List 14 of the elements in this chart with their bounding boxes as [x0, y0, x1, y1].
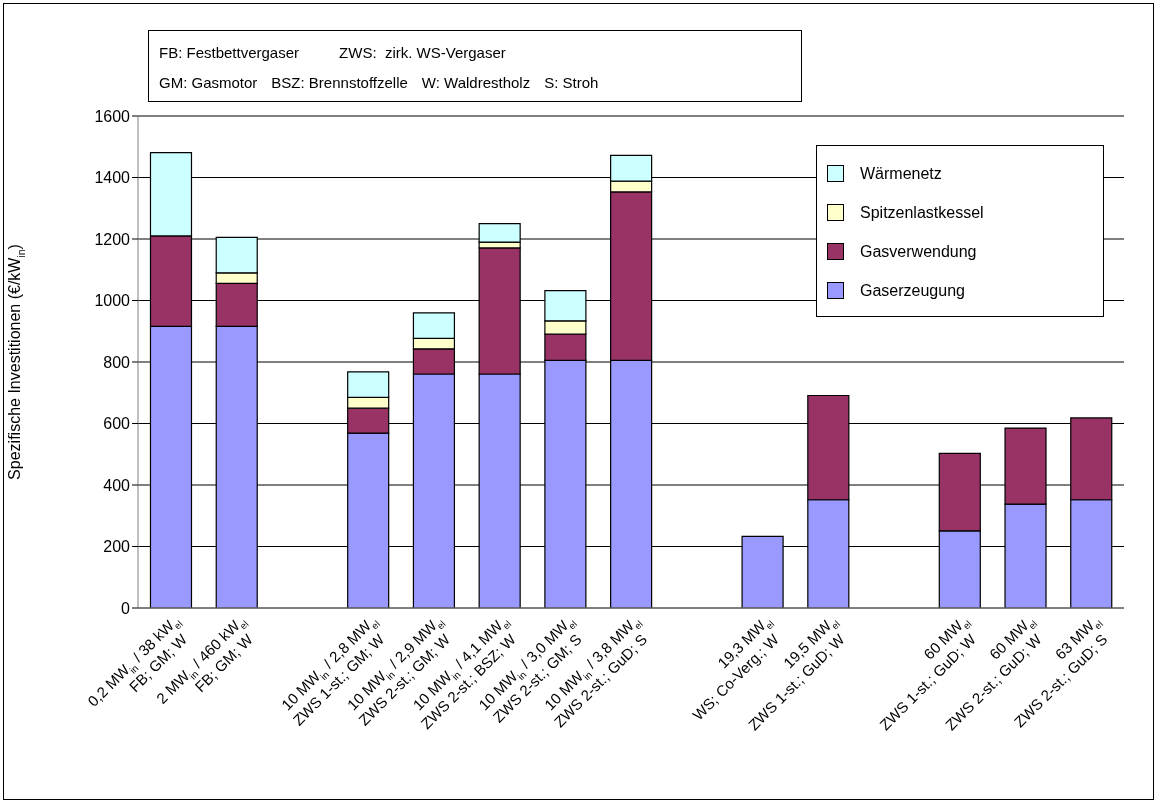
legend-label: Spitzenlastkessel — [860, 203, 984, 222]
y-tick-label: 600 — [103, 415, 131, 433]
y-tick-label: 200 — [103, 538, 131, 556]
y-tick-label: 0 — [121, 599, 131, 617]
legend-label: Gasverwendung — [860, 242, 977, 261]
y-tick-label: 1400 — [94, 169, 131, 187]
y-tick-label: 1600 — [94, 107, 131, 125]
y-tick-label: 800 — [103, 353, 131, 371]
y-tick-label: 400 — [103, 476, 131, 494]
y-tick-label: 1000 — [94, 292, 131, 310]
y-tick-label: 1200 — [94, 230, 131, 248]
legend-label: Wärmenetz — [860, 164, 942, 183]
legend-label: Gaserzeugung — [860, 281, 965, 300]
abbreviation-box: FB: Festbettvergaser ZWS: zirk. WS-Vergaser GM: Gasmotor BSZ: Brennstoffzelle W: Waldrestholz S: Stroh — [148, 30, 802, 102]
